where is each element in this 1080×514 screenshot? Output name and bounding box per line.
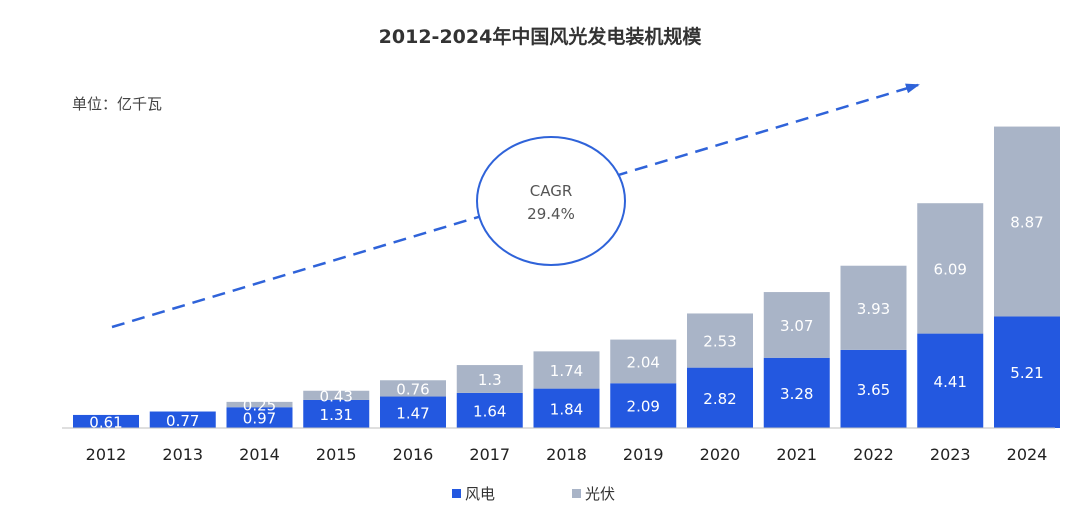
data-label-wind-2018: 1.84	[550, 400, 583, 418]
data-label-wind-2014: 0.97	[243, 410, 276, 428]
cagr-value: 29.4%	[527, 205, 575, 223]
data-label-solar-2023: 6.09	[934, 260, 967, 278]
data-label-wind-2012: 0.61	[89, 413, 122, 431]
data-label-solar-2021: 3.07	[780, 317, 813, 335]
x-tick-label-2015: 2015	[316, 445, 357, 464]
data-label-wind-2019: 2.09	[627, 398, 660, 416]
data-label-solar-2017: 1.3	[478, 371, 502, 389]
bar-wind-2012	[73, 414, 139, 428]
bar-wind-2020	[687, 367, 753, 428]
data-label-solar-2024: 8.87	[1010, 214, 1043, 232]
bar-solar-2017	[456, 365, 523, 393]
data-label-wind-2021: 3.28	[780, 385, 813, 403]
legend-label-solar: 光伏	[585, 485, 616, 503]
bar-solar-2019	[610, 339, 677, 384]
x-tick-label-2021: 2021	[776, 445, 817, 464]
data-label-wind-2020: 2.82	[703, 390, 736, 408]
bar-solar-2018	[533, 351, 600, 389]
data-label-solar-2014: 0.25	[243, 397, 276, 415]
bar-solar-2015	[303, 390, 370, 400]
data-label-solar-2020: 2.53	[703, 333, 736, 351]
chart-title: 2012-2024年中国风光发电装机规模	[378, 26, 702, 48]
legend: 风电 光伏	[0, 483, 1080, 503]
x-tick-label-2024: 2024	[1007, 445, 1048, 464]
bar-wind-2018	[533, 388, 600, 428]
data-label-wind-2022: 3.65	[857, 381, 890, 399]
x-tick-label-2022: 2022	[853, 445, 894, 464]
x-tick-label-2018: 2018	[546, 445, 587, 464]
bar-wind-2016	[380, 396, 446, 428]
x-tick-label-2019: 2019	[623, 445, 664, 464]
bar-solar-2016	[380, 380, 446, 397]
x-tick-label-2016: 2016	[393, 445, 434, 464]
x-tick-label-2013: 2013	[162, 445, 203, 464]
data-label-wind-2016: 1.47	[396, 404, 429, 422]
bar-wind-2022	[840, 349, 907, 428]
data-label-wind-2015: 1.31	[320, 406, 353, 424]
bar-wind-2023	[917, 333, 984, 428]
legend-item-solar: 光伏	[572, 483, 615, 504]
data-label-wind-2017: 1.64	[473, 402, 506, 420]
bar-wind-2024	[994, 316, 1060, 428]
bar-solar-2023	[917, 203, 984, 334]
legend-item-wind: 风电	[452, 483, 495, 504]
x-tick-label-2023: 2023	[930, 445, 971, 464]
unit-label: 单位：亿千瓦	[72, 95, 163, 113]
cagr-ellipse	[476, 136, 626, 266]
data-label-wind-2024: 5.21	[1010, 364, 1043, 382]
bar-solar-2021	[763, 292, 830, 358]
bar-solar-2022	[840, 265, 907, 350]
bar-wind-2013	[149, 411, 216, 428]
legend-swatch-solar	[572, 489, 581, 498]
bar-solar-2014	[226, 401, 293, 408]
bar-wind-2017	[456, 392, 523, 428]
data-label-wind-2013: 0.77	[166, 412, 199, 430]
data-label-solar-2016: 0.76	[396, 380, 429, 398]
data-label-solar-2018: 1.74	[550, 362, 583, 380]
bar-solar-2020	[687, 313, 753, 368]
bar-wind-2021	[763, 357, 830, 428]
bar-solar-2024	[994, 126, 1060, 317]
bar-wind-2019	[610, 383, 677, 428]
data-label-solar-2019: 2.04	[627, 353, 660, 371]
x-tick-label-2017: 2017	[469, 445, 510, 464]
data-label-wind-2023: 4.41	[934, 373, 967, 391]
legend-label-wind: 风电	[465, 485, 496, 503]
bar-wind-2015	[303, 399, 370, 428]
x-tick-label-2020: 2020	[700, 445, 741, 464]
data-label-solar-2022: 3.93	[857, 300, 890, 318]
bar-wind-2014	[226, 407, 293, 428]
cagr-label: CAGR	[530, 182, 573, 200]
x-tick-label-2012: 2012	[86, 445, 127, 464]
legend-swatch-wind	[452, 489, 461, 498]
x-tick-label-2014: 2014	[239, 445, 280, 464]
data-label-solar-2015: 0.43	[320, 387, 353, 405]
